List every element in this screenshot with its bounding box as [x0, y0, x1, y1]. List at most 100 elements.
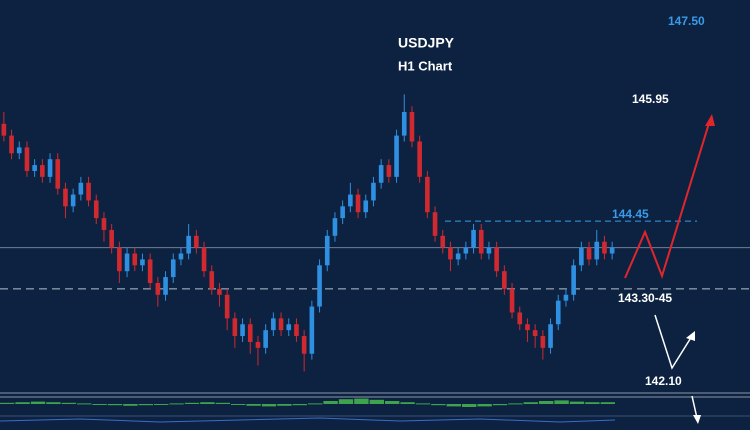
candle-body: [24, 147, 30, 171]
oscillator-bar: [138, 404, 153, 406]
candle-body: [509, 288, 515, 313]
candle-body: [240, 324, 245, 337]
candle-body: [448, 247, 453, 260]
candle-body: [294, 324, 299, 337]
candle-body: [217, 288, 222, 295]
candle-body: [132, 253, 138, 266]
candle-body: [455, 253, 461, 260]
candle-body: [140, 259, 145, 266]
candle-body: [93, 200, 99, 219]
candle-body: [47, 159, 53, 177]
oscillator-bar: [492, 404, 508, 406]
candle-body: [540, 336, 546, 348]
candle-body: [232, 318, 238, 337]
oscillator-bar: [92, 404, 107, 405]
oscillator-bar: [107, 404, 123, 406]
oscillator-bar: [261, 404, 277, 407]
candle-body: [386, 165, 392, 177]
chart-subtitle: H1 Chart: [398, 58, 453, 73]
chart-title: USDJPY: [398, 35, 455, 51]
candle-body: [209, 271, 215, 289]
oscillator-bar: [415, 403, 431, 405]
candle-body: [401, 112, 407, 136]
candle-body: [371, 182, 376, 201]
oscillator-bar: [354, 398, 369, 404]
annotation: 144.45: [612, 207, 649, 221]
candle-body: [594, 241, 600, 260]
candle-body: [463, 247, 469, 254]
candle-body: [478, 229, 484, 254]
candle-body: [9, 135, 14, 154]
oscillator-bar: [277, 404, 292, 406]
candle-body: [124, 253, 130, 272]
candle-body: [247, 324, 253, 342]
candle-body: [78, 182, 84, 195]
candle-body: [440, 235, 446, 248]
oscillator-bar: [200, 402, 215, 404]
oscillator-bar: [30, 401, 46, 404]
oscillator-bar: [477, 404, 492, 407]
candle-body: [40, 165, 45, 177]
candle-body: [563, 294, 569, 301]
candle-body: [163, 277, 168, 295]
candle-body: [86, 182, 91, 201]
oscillator-bar: [462, 404, 477, 407]
candle-body: [425, 176, 430, 213]
candle-body: [548, 324, 553, 348]
candle-body: [394, 135, 399, 177]
candle-body: [63, 188, 68, 207]
candle-body: [178, 253, 184, 260]
candle-body: [363, 200, 369, 213]
candle-body: [309, 306, 315, 354]
candle-body: [147, 259, 153, 283]
indicator-line: [0, 417, 616, 423]
candle-body: [32, 165, 37, 171]
oscillator-bar: [400, 402, 415, 404]
annotation: 143.30-45: [618, 291, 672, 305]
oscillator-bar: [123, 404, 138, 406]
candle-body: [55, 159, 61, 189]
candle-body: [201, 247, 207, 272]
oscillator-bar: [523, 402, 538, 404]
oscillator-bar: [292, 404, 307, 406]
candle-body: [324, 235, 330, 266]
candle-body: [286, 324, 292, 331]
candle-body: [224, 294, 230, 319]
candle-body: [586, 247, 592, 260]
oscillator-bar: [508, 403, 523, 405]
oscillator-bar: [554, 400, 569, 404]
candle-body: [494, 247, 499, 272]
projection-arrow: [624, 119, 711, 280]
oscillator-bar: [169, 403, 184, 405]
oscillator-bar: [431, 404, 446, 406]
projection-arrow: [691, 395, 698, 419]
annotation: 142.10: [645, 374, 682, 388]
candle-body: [109, 229, 114, 248]
candle-body: [271, 318, 276, 331]
candle-body: [16, 147, 22, 154]
candle-body: [432, 212, 438, 236]
oscillator-bar: [308, 403, 323, 405]
oscillator-bar: [15, 402, 30, 404]
oscillator-bar: [600, 402, 615, 404]
candle-body: [155, 282, 161, 295]
candle-body: [70, 194, 76, 207]
candle-body: [355, 194, 361, 213]
oscillator-bar: [385, 401, 400, 404]
candle-body: [332, 218, 338, 236]
oscillator-bar: [585, 402, 600, 404]
candle-body: [378, 165, 384, 183]
candle-body: [502, 271, 507, 289]
oscillator-bar: [184, 402, 200, 404]
candle-body: [609, 247, 615, 254]
candle-body: [101, 218, 107, 230]
candle-body: [417, 141, 422, 177]
oscillator-bar: [61, 402, 76, 404]
candle-body: [532, 330, 538, 337]
annotation: 145.95: [632, 92, 669, 106]
candle-body: [348, 194, 353, 207]
candle-body: [517, 312, 523, 325]
candle-body: [301, 336, 307, 354]
candle-body: [602, 241, 607, 254]
